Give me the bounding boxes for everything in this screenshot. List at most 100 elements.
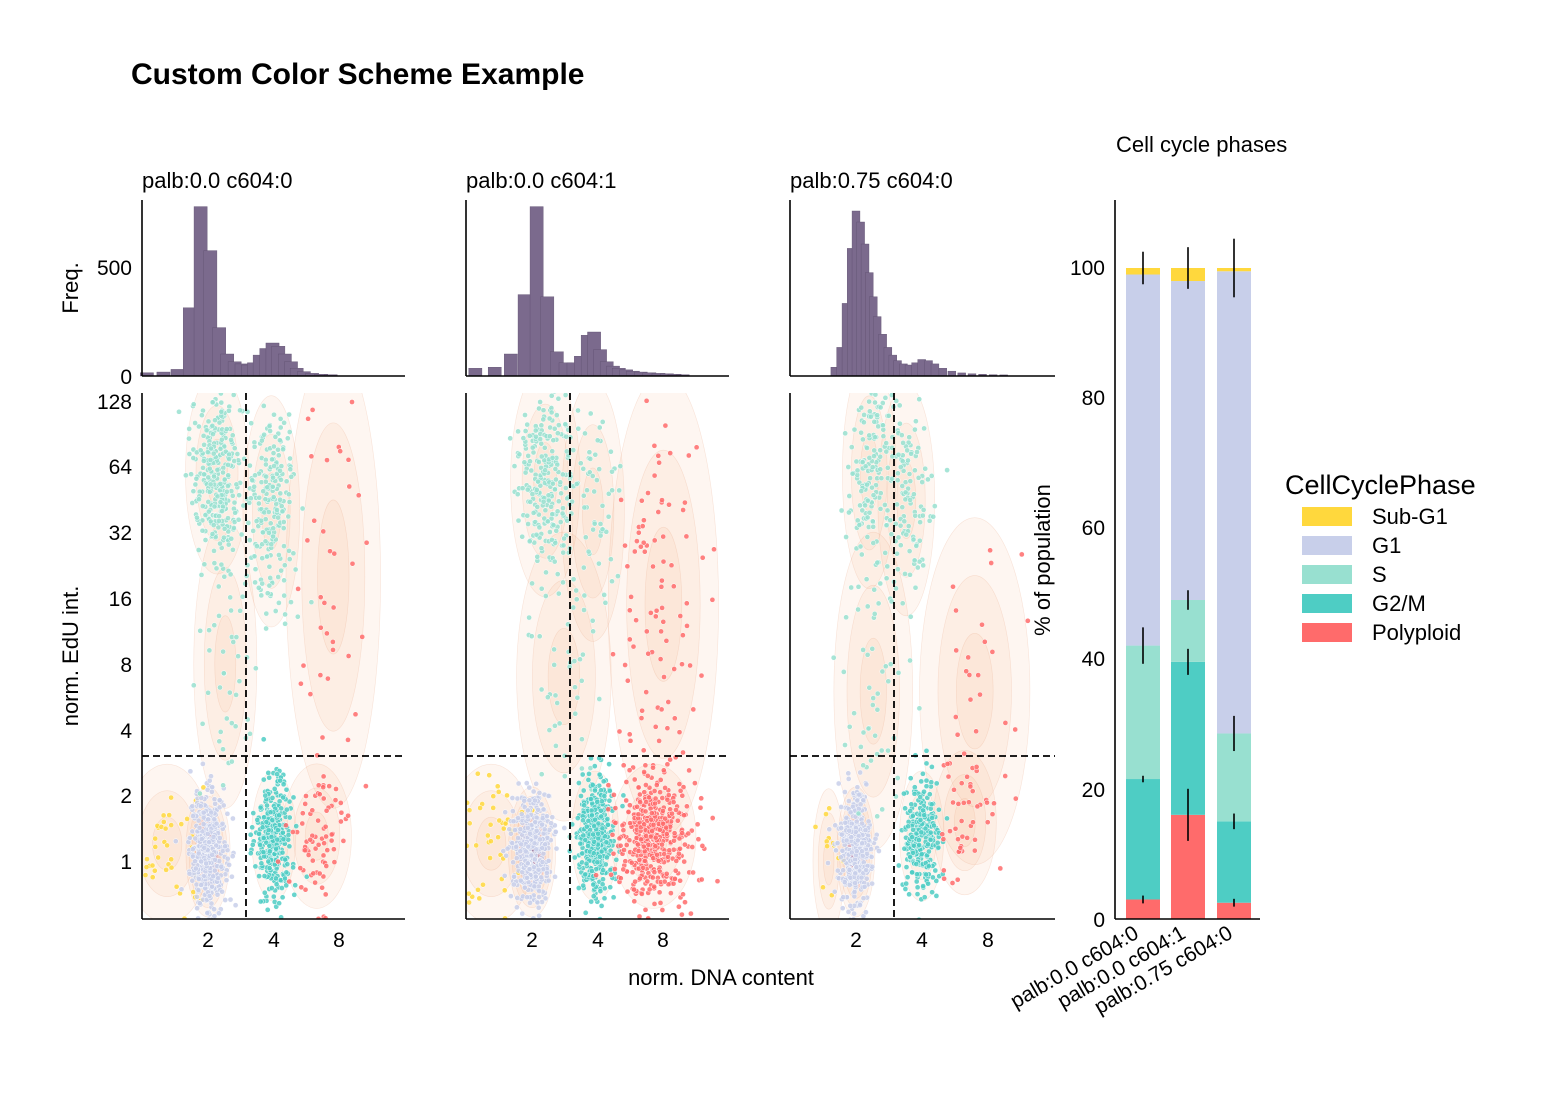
scatter-point [199,527,206,534]
scatter-point [950,799,956,806]
scatter-point [189,846,196,853]
scatter-point [221,525,228,532]
scatter-point [589,782,596,788]
scatter-point [553,527,560,534]
scatter-point [345,456,352,463]
scatter-point [324,457,330,463]
scatter-point [266,529,272,536]
scatter-point [971,847,978,854]
scatter-point [226,407,232,414]
scatter-point [852,829,859,835]
scatter-point [265,858,272,865]
scatter-point [279,829,286,836]
scatter-point [587,456,594,462]
scatter-point [541,444,548,451]
scatter-point [663,831,670,837]
panel-title-1: palb:0.0 c604:0 [142,168,292,193]
scatter-point [857,769,864,776]
scatter-point [198,882,205,888]
scatter-point [210,522,217,528]
scatter-point [515,780,522,787]
scatter-point [528,633,535,640]
scatter-point [921,812,928,818]
scatter-point [254,817,261,823]
scatter-point [853,458,860,465]
scatter-point [345,812,351,819]
scatter-point [283,478,290,485]
scatter-point [991,800,997,807]
scatter-point [267,809,274,816]
scatter-point [513,855,520,861]
scatter-point [274,771,280,778]
scatter-point [638,715,645,721]
scatter-point [854,784,861,791]
scatter-point [677,877,683,884]
bar-segment [1217,271,1251,734]
scatter-point [605,806,612,813]
scatter-point [539,821,545,828]
histogram-bar [504,353,518,377]
scatter-point [290,550,297,557]
scatter-point [330,604,337,611]
scatter-point [231,525,237,531]
scatter-point [264,906,271,913]
scatter-point [205,508,212,515]
scatter-point [840,867,846,874]
scatter-point [863,576,870,583]
scatter-point [206,647,213,654]
histogram-ytick-label: 0 [120,366,132,389]
scatter-point [279,885,285,891]
scatter-point [911,557,918,564]
scatter-point [230,815,236,822]
scatter-point [286,491,292,498]
scatter-point [362,386,367,391]
scatter-point [907,808,914,814]
scatter-point [588,898,595,905]
scatter-point [263,819,270,825]
scatter-point [331,859,338,865]
scatter-point [599,526,606,533]
scatter-point [229,853,236,860]
scatter-point [246,499,253,506]
scatter-point [658,706,665,713]
bar-segment [1126,645,1160,780]
scatter-point [911,491,917,498]
scatter-point [214,891,221,898]
scatter-point [618,497,624,503]
scatter-point [699,843,706,849]
scatter-point [863,781,870,788]
scatter-point [305,852,312,858]
scatter-point [230,639,237,645]
scatter-point [228,535,235,542]
scatter-point [217,684,223,691]
scatter-point [262,538,269,545]
scatter-point [857,543,864,550]
scatter-point [454,834,459,839]
scatter-point [533,433,539,440]
scatter-point [624,888,631,895]
scatter-point [560,579,566,586]
scatter-point [672,867,679,874]
scatter-point [870,695,877,701]
scatter-point [288,473,295,480]
scatter-point [887,517,894,524]
scatter-point [812,824,819,830]
scatter-point [352,711,359,718]
scatter-point [523,780,530,786]
scatter-point [840,669,847,675]
scatter-point [292,566,299,573]
scatter-point [641,789,648,796]
scatter-point [513,844,519,850]
scatter-point [276,798,283,805]
scatter-point [893,398,900,404]
scatter-point [862,463,869,470]
scatter-point [560,549,567,556]
scatter-point [217,835,223,841]
scatter-point [325,675,331,682]
scatter-point [1002,773,1009,779]
scatter-point [889,475,895,482]
scatter-point [190,488,197,495]
scatter-point [544,694,551,701]
scatter-point [605,821,611,828]
scatter-point [903,531,910,538]
